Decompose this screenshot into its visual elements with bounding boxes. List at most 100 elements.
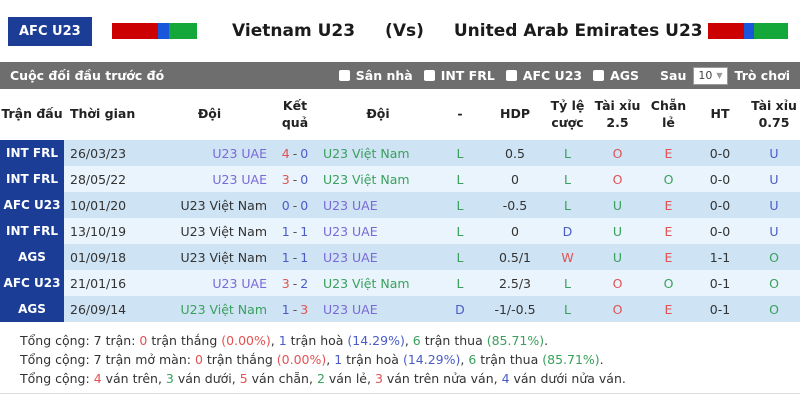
summary-segment: , xyxy=(404,333,413,348)
summary-line: Tổng cộng: 7 trận mở màn: 0 trận thắng (… xyxy=(20,350,800,369)
even-odd-cell: O xyxy=(663,275,674,291)
summary-segment: ván trên, xyxy=(101,371,166,386)
table-body: INT FRL 26/03/23 U23 UAE 4-0 U23 Việt Nam L 0.… xyxy=(0,140,800,322)
away-team-title: United Arab Emirates U23 xyxy=(453,21,703,41)
filter-checkbox-group: Sân nhà INT FRL AFC U23 AGS xyxy=(328,68,639,83)
match-date: 10/01/20 xyxy=(70,197,127,213)
summary-segment: 1 xyxy=(334,352,343,367)
team-right-link[interactable]: U23 Việt Nam xyxy=(323,171,410,187)
score-dash: - xyxy=(292,197,298,213)
summary-segment: 6 xyxy=(468,352,477,367)
result-cell: L xyxy=(456,275,464,291)
filter-checkbox-label: AGS xyxy=(610,68,640,83)
score-dash: - xyxy=(292,145,298,161)
score-home: 1 xyxy=(281,301,290,317)
result-cell: L xyxy=(456,249,464,265)
top-header: AFC U23 Vietnam U23 (Vs) United Arab Emi… xyxy=(0,0,800,62)
team-right-link[interactable]: U23 Việt Nam xyxy=(323,145,410,161)
summary-segment: 1 xyxy=(278,333,287,348)
flag-green-stripe xyxy=(169,23,197,39)
col-header-team-left: Đội xyxy=(197,106,222,122)
score-home: 4 xyxy=(281,145,290,161)
team-left-link[interactable]: U23 UAE xyxy=(212,275,267,291)
even-odd-cell: E xyxy=(664,249,673,265)
team-right-link[interactable]: U23 UAE xyxy=(323,197,378,213)
summary-segment: 3 xyxy=(374,371,383,386)
match-date: 01/09/18 xyxy=(70,249,127,265)
checkbox-icon[interactable] xyxy=(593,70,605,81)
over-under-2-5-cell: O xyxy=(612,171,623,187)
team-right-link[interactable]: U23 UAE xyxy=(323,223,378,239)
filter-checkbox-item[interactable]: Sân nhà xyxy=(338,68,413,83)
team-right-link[interactable]: U23 UAE xyxy=(323,249,378,265)
hdp-cell: 0.5 xyxy=(505,145,525,161)
league-badge: AFC U23 xyxy=(0,192,64,218)
team-right-link[interactable]: U23 Việt Nam xyxy=(323,275,410,291)
vs-label: (Vs) xyxy=(385,21,424,41)
match-date: 28/05/22 xyxy=(70,171,127,187)
ht-score-cell: 0-0 xyxy=(709,171,731,187)
team-left-link[interactable]: U23 UAE xyxy=(212,171,267,187)
summary-segment: trận thắng xyxy=(202,352,277,367)
result-cell: L xyxy=(456,197,464,213)
even-odd-cell: E xyxy=(664,145,673,161)
filter-checkbox-label: INT FRL xyxy=(440,68,495,83)
games-label: Trò chơi xyxy=(734,68,790,83)
score-cell: 1-1 xyxy=(269,224,321,239)
section-title: Cuộc đối đầu trước đó xyxy=(10,68,165,83)
score-home: 3 xyxy=(281,171,290,187)
summary-segment: . xyxy=(544,333,549,348)
summary-segment: (14.29%) xyxy=(347,333,405,348)
match-date: 21/01/16 xyxy=(70,275,127,291)
hdp-cell: 0 xyxy=(511,171,519,187)
ht-score-cell: 0-1 xyxy=(709,275,731,291)
score-cell: 1-3 xyxy=(269,302,321,317)
table-row: AGS 01/09/18 U23 Việt Nam 1-1 U23 UAE L 0.5/1 W… xyxy=(0,244,800,270)
team-left-link[interactable]: U23 Việt Nam xyxy=(180,249,267,265)
summary-segment: , xyxy=(326,352,335,367)
table-row: INT FRL 26/03/23 U23 UAE 4-0 U23 Việt Nam L 0.… xyxy=(0,140,800,166)
games-count-select[interactable]: 10 ▼ xyxy=(693,66,728,85)
summary-segment: Tổng cộng: 7 trận: xyxy=(20,333,140,348)
summary-segment: trận thua xyxy=(420,333,487,348)
checkbox-icon[interactable] xyxy=(338,70,350,81)
ht-score-cell: 0-1 xyxy=(709,301,731,317)
summary-segment: 2 xyxy=(316,371,325,386)
even-odd-cell: O xyxy=(663,171,674,187)
col-header-dash: - xyxy=(457,106,463,122)
table-row: AFC U23 21/01/16 U23 UAE 3-2 U23 Việt Nam L 2.… xyxy=(0,270,800,296)
score-cell: 4-0 xyxy=(269,146,321,161)
summary-segment: (0.00%) xyxy=(276,352,327,367)
match-date: 13/10/19 xyxy=(70,223,127,239)
score-cell: 3-0 xyxy=(269,172,321,187)
checkbox-icon[interactable] xyxy=(505,70,517,81)
summary-segment: (0.00%) xyxy=(221,333,271,348)
hdp-cell: 0 xyxy=(511,223,519,239)
filter-checkbox-item[interactable]: AGS xyxy=(593,68,639,83)
filter-checkbox-item[interactable]: AFC U23 xyxy=(505,68,582,83)
over-under-0-75-cell: O xyxy=(769,301,779,317)
flag-blue-stripe xyxy=(158,23,170,39)
even-odd-cell: E xyxy=(664,197,673,213)
team-left-link[interactable]: U23 UAE xyxy=(212,145,267,161)
hdp-cell: -1/-0.5 xyxy=(494,301,536,317)
team-left-link[interactable]: U23 Việt Nam xyxy=(180,197,267,213)
summary-segment: 0 xyxy=(194,352,203,367)
col-header-hdp: HDP xyxy=(500,106,530,122)
result-cell: L xyxy=(456,171,464,187)
flag-green-stripe xyxy=(754,23,788,39)
bottom-divider xyxy=(0,393,800,394)
col-header-result: Kết quả xyxy=(281,98,309,130)
summary-segment: ván lẻ, xyxy=(324,371,375,386)
filter-checkbox-item[interactable]: INT FRL xyxy=(423,68,495,83)
odds-cell: W xyxy=(561,249,574,265)
team-left-link[interactable]: U23 Việt Nam xyxy=(180,223,267,239)
summary-segment: 3 xyxy=(165,371,174,386)
col-header-over-under-0-75: Tài xỉu 0.75 xyxy=(751,98,797,130)
team-left-link[interactable]: U23 Việt Nam xyxy=(180,301,267,317)
checkbox-icon[interactable] xyxy=(423,70,435,81)
score-home: 1 xyxy=(281,249,290,265)
score-away: 1 xyxy=(300,223,309,239)
team-right-link[interactable]: U23 UAE xyxy=(323,301,378,317)
over-under-2-5-cell: O xyxy=(612,275,623,291)
